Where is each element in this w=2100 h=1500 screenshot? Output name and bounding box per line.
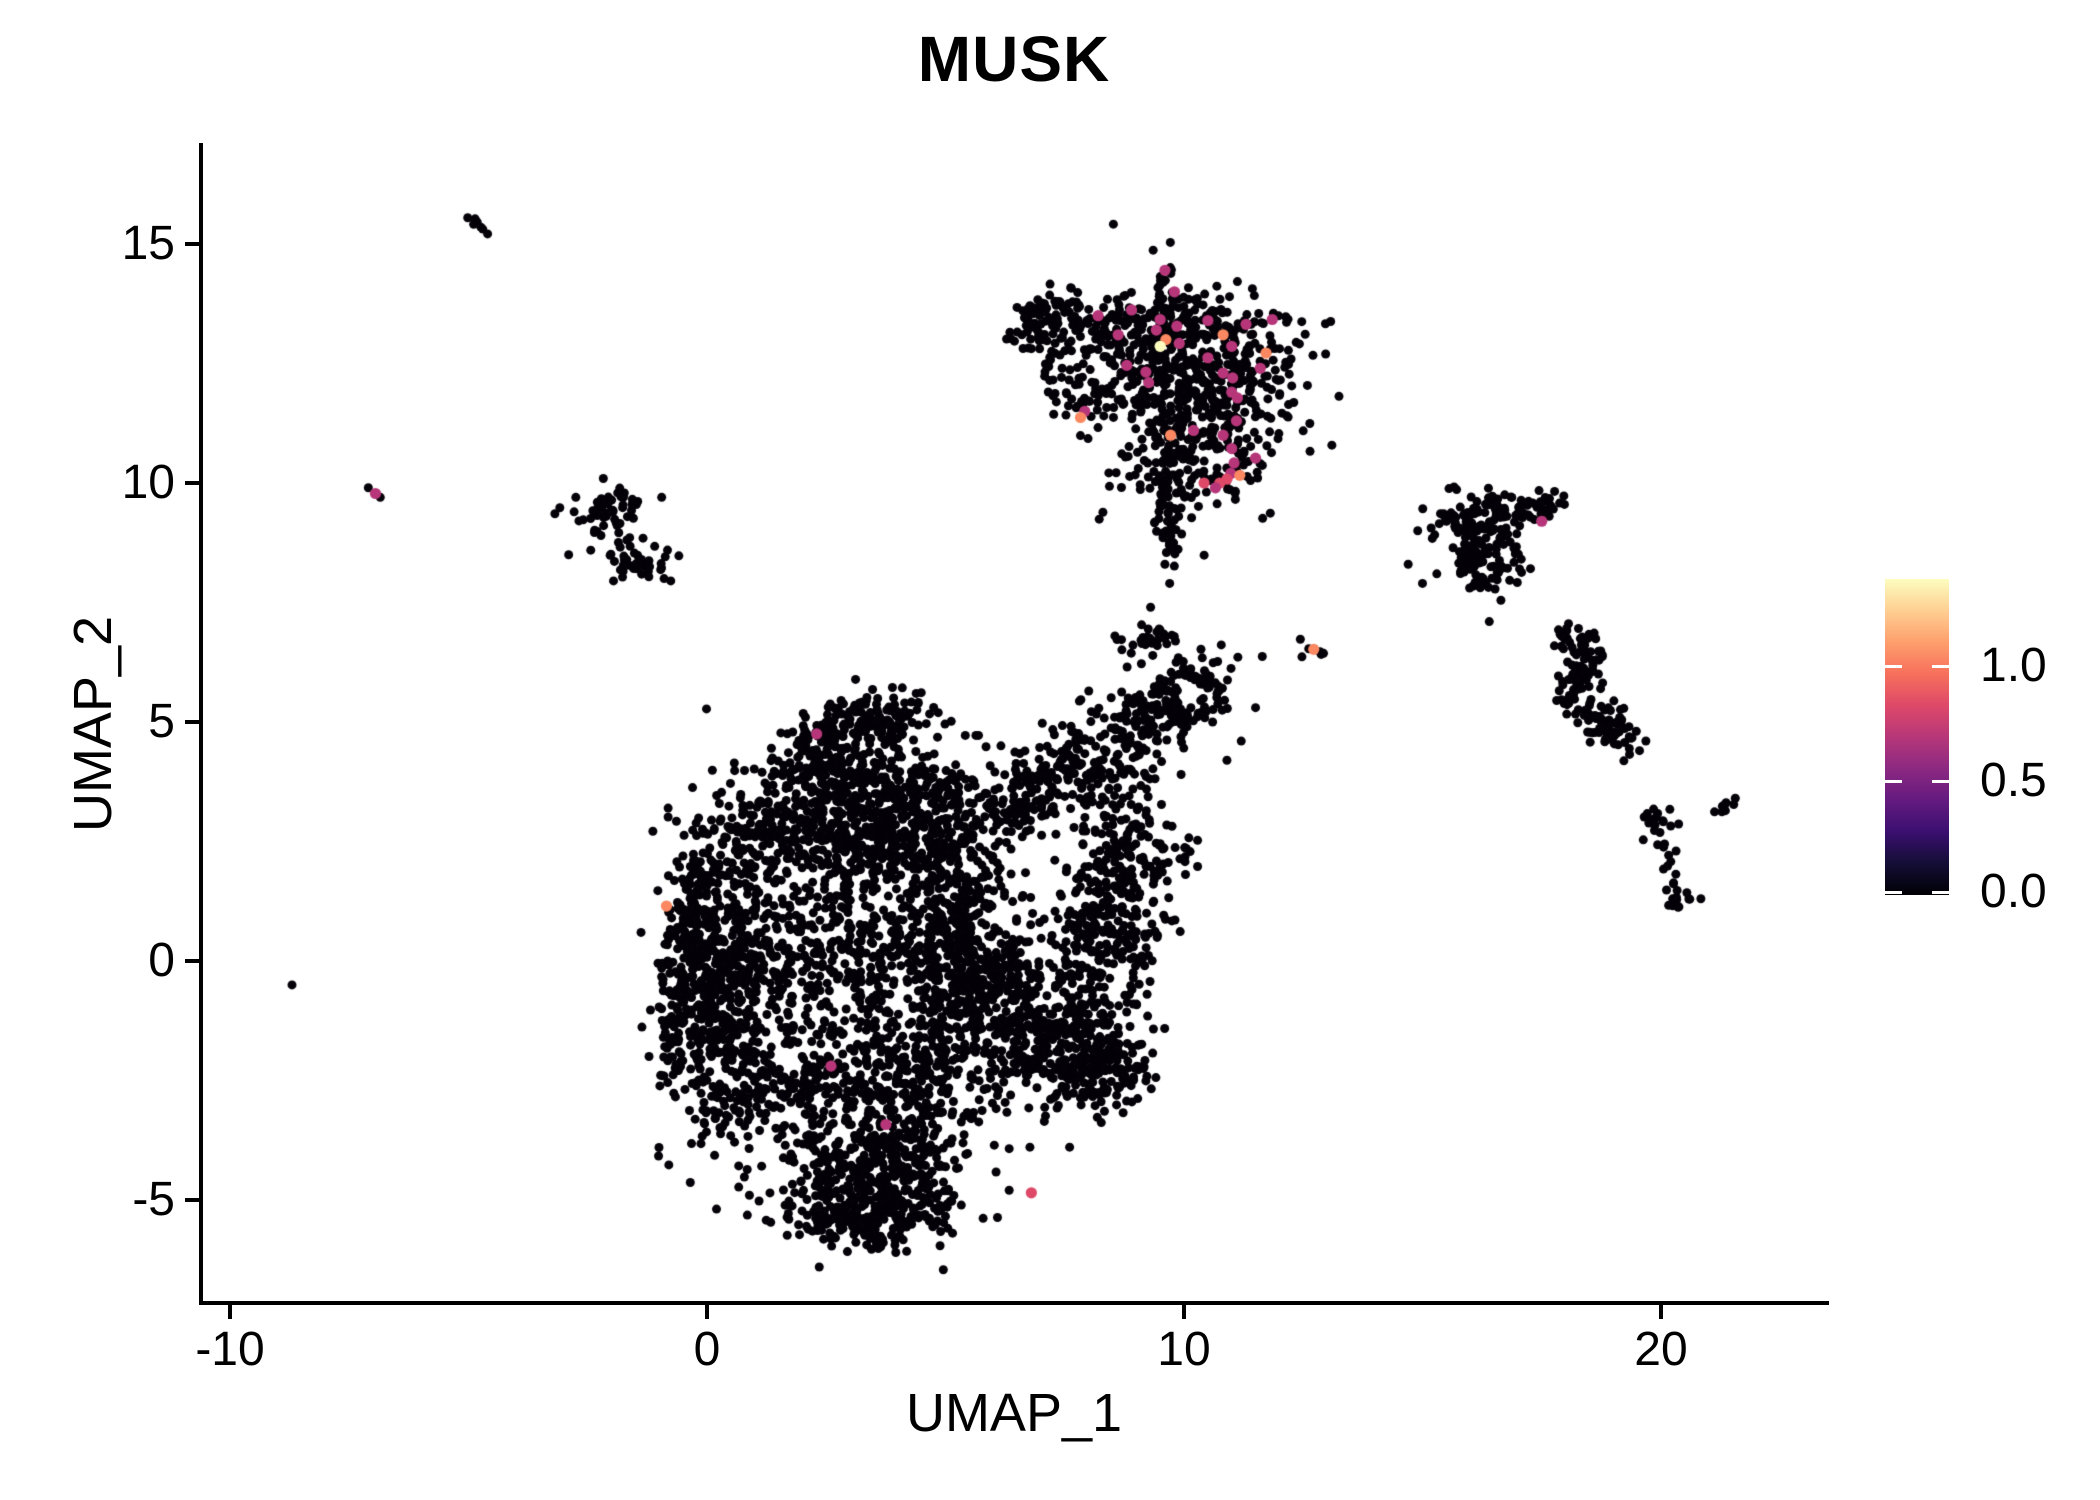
x-tick-label: -10 xyxy=(195,1323,265,1376)
y-tick-label: 0 xyxy=(148,934,175,987)
y-tick-mark xyxy=(185,959,199,963)
x-tick-label: 20 xyxy=(1634,1323,1688,1376)
x-tick-mark xyxy=(228,1305,232,1319)
colorbar-gradient xyxy=(1885,579,1949,895)
y-tick-label: 5 xyxy=(148,695,175,748)
x-tick-mark xyxy=(1659,1305,1663,1319)
colorbar-tick-left xyxy=(1885,665,1902,668)
plot-panel xyxy=(199,143,1829,1305)
y-tick-label: 15 xyxy=(121,217,175,270)
y-tick-label: 10 xyxy=(121,456,175,509)
y-tick-label: -5 xyxy=(132,1173,175,1226)
x-axis-title: UMAP_1 xyxy=(905,1383,1123,1443)
colorbar-tick-left xyxy=(1885,891,1902,894)
x-tick-mark xyxy=(1182,1305,1186,1319)
x-tick-label: 10 xyxy=(1157,1323,1211,1376)
colorbar-tick-label: 0.5 xyxy=(1980,753,2047,807)
colorbar-tick-right xyxy=(1932,891,1949,894)
colorbar-tick-left xyxy=(1885,779,1902,783)
y-tick-mark xyxy=(185,720,199,724)
colorbar-tick-right xyxy=(1932,665,1949,668)
colorbar-tick-label: 0.0 xyxy=(1980,865,2047,918)
y-axis-title: UMAP_2 xyxy=(63,615,123,833)
y-tick-mark xyxy=(185,1198,199,1202)
colorbar-tick-right xyxy=(1932,779,1949,783)
y-tick-mark xyxy=(185,242,199,246)
x-tick-mark xyxy=(705,1305,709,1319)
y-tick-mark xyxy=(185,481,199,485)
colorbar-tick-label: 1.0 xyxy=(1980,639,2047,692)
x-tick-label: 0 xyxy=(693,1323,721,1376)
